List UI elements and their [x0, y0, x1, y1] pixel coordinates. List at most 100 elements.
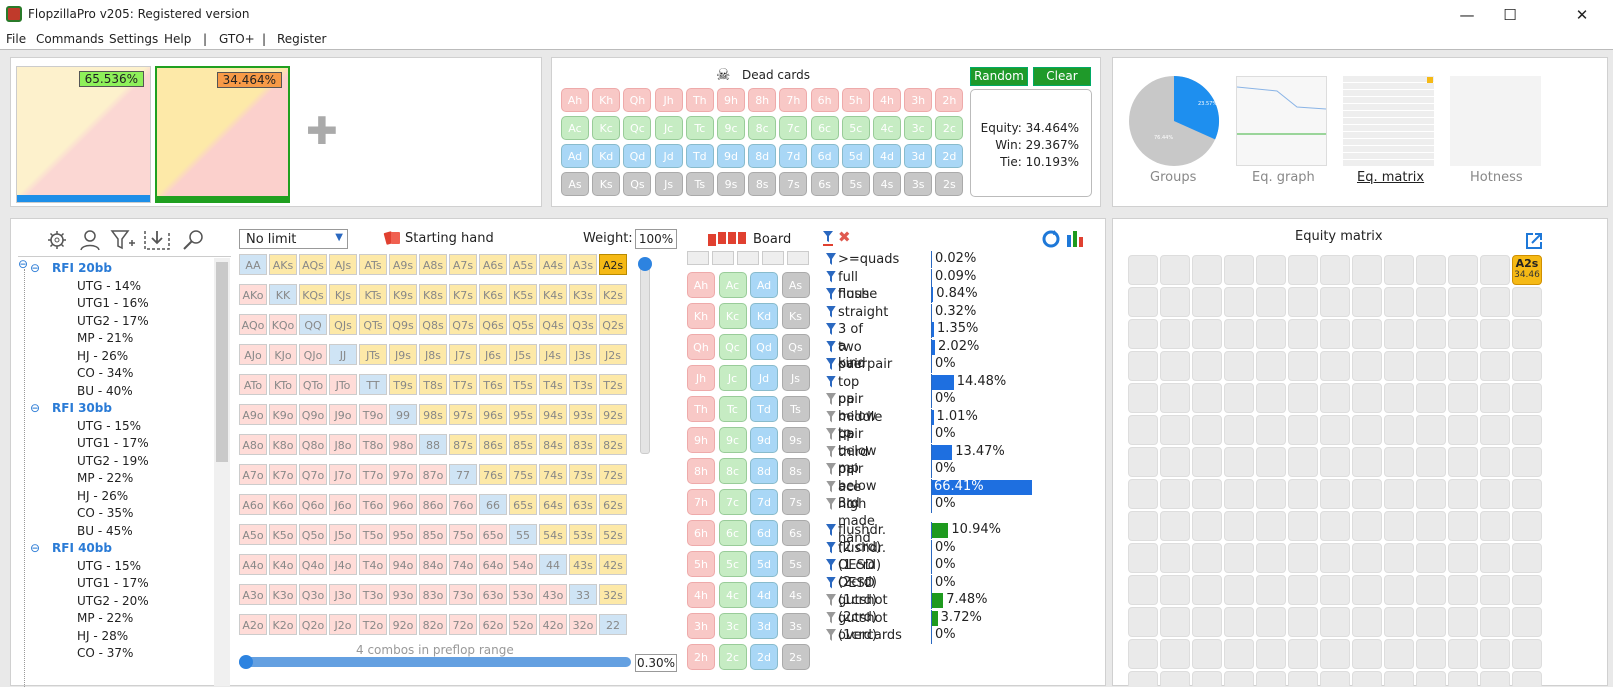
dead-card-7d[interactable]: 7d — [779, 144, 808, 168]
hand-cell-K9o[interactable]: K9o — [269, 404, 297, 425]
hand-cell-K5s[interactable]: K5s — [509, 284, 537, 305]
hand-cell-J7s[interactable]: J7s — [449, 344, 477, 365]
dead-card-9d[interactable]: 9d — [717, 144, 745, 168]
hand-cell-QJo[interactable]: QJo — [299, 344, 327, 365]
hand-cell-A5s[interactable]: A5s — [509, 254, 537, 275]
board-card-6c[interactable]: 6c — [718, 520, 747, 546]
dead-card-4d[interactable]: 4d — [873, 144, 901, 168]
board-card-Td[interactable]: Td — [750, 396, 778, 422]
dead-card-3h[interactable]: 3h — [904, 88, 933, 112]
maximize-button[interactable]: ☐ — [1503, 6, 1517, 24]
hand-cell-KTs[interactable]: KTs — [359, 284, 387, 305]
hand-cell-32s[interactable]: 32s — [599, 584, 627, 605]
dead-card-9s[interactable]: 9s — [717, 172, 745, 196]
hand-cell-J3o[interactable]: J3o — [329, 584, 357, 605]
dead-card-2d[interactable]: 2d — [935, 144, 964, 168]
hand-cell-82s[interactable]: 82s — [599, 434, 627, 455]
hand-cell-J4o[interactable]: J4o — [329, 554, 357, 575]
menu-gto[interactable]: GTO+ — [219, 32, 255, 46]
tree-item[interactable]: UTG - 15% — [77, 418, 142, 433]
filter-toggle-icon[interactable] — [826, 410, 836, 423]
filter-toggle-icon[interactable] — [826, 576, 836, 589]
hand-cell-A6o[interactable]: A6o — [239, 494, 267, 515]
tree-item[interactable]: MP - 22% — [77, 471, 134, 485]
board-card-As[interactable]: As — [781, 272, 810, 298]
range-thumbnail-1[interactable]: 65.536% — [16, 66, 151, 203]
dead-card-4h[interactable]: 4h — [873, 88, 901, 112]
hand-cell-98s[interactable]: 98s — [419, 404, 447, 425]
dead-card-Kh[interactable]: Kh — [592, 88, 621, 112]
hand-cell-J9s[interactable]: J9s — [389, 344, 417, 365]
dead-card-As[interactable]: As — [561, 172, 589, 196]
dead-card-Tc[interactable]: Tc — [685, 116, 714, 140]
hand-cell-93s[interactable]: 93s — [569, 404, 597, 425]
dead-card-8d[interactable]: 8d — [748, 144, 777, 168]
menu-commands[interactable]: Commands — [36, 32, 104, 46]
tree-scrollbar[interactable] — [214, 258, 230, 686]
hand-cell-Q8o[interactable]: Q8o — [299, 434, 327, 455]
hand-cell-73s[interactable]: 73s — [569, 464, 597, 485]
bar-chart-icon[interactable] — [1066, 229, 1086, 247]
weight-slider-thumb[interactable] — [638, 257, 652, 271]
filter-label[interactable]: full house — [838, 269, 878, 302]
filter-label[interactable]: gutshot (1crd) — [838, 610, 888, 643]
hand-cell-96s[interactable]: 96s — [479, 404, 507, 425]
filter-toggle-icon[interactable] — [826, 323, 836, 335]
filter-toggle-icon[interactable] — [826, 305, 836, 318]
hand-cell-98o[interactable]: 98o — [389, 434, 417, 455]
filter-label[interactable]: flush — [838, 287, 870, 302]
filter-toggle-icon[interactable] — [826, 393, 836, 405]
tree-item[interactable]: HJ - 26% — [77, 348, 129, 363]
dead-card-Ks[interactable]: Ks — [592, 172, 621, 196]
hand-cell-85o[interactable]: 85o — [419, 524, 447, 545]
board-card-8d[interactable]: 8d — [750, 458, 778, 484]
hand-cell-J4s[interactable]: J4s — [539, 344, 567, 365]
hand-cell-ATs[interactable]: ATs — [359, 254, 387, 275]
board-card-Jd[interactable]: Jd — [750, 365, 778, 391]
tree-item[interactable]: UTG - 14% — [77, 278, 142, 293]
board-card-5d[interactable]: 5d — [750, 551, 778, 577]
clear-filter-icon[interactable]: ✖ — [838, 228, 851, 246]
board-card-9c[interactable]: 9c — [718, 427, 747, 453]
dead-card-2s[interactable]: 2s — [935, 172, 964, 196]
board-card-Ks[interactable]: Ks — [781, 303, 810, 329]
hand-cell-T9s[interactable]: T9s — [389, 374, 417, 395]
range-thumbnail-2[interactable]: 34.464% — [155, 66, 290, 203]
tree-item[interactable]: UTG1 - 16% — [77, 296, 149, 310]
filter-label[interactable]: overpair — [838, 357, 893, 372]
filter-toggle-icon[interactable] — [826, 288, 836, 300]
tree-item[interactable]: BU - 40% — [77, 383, 133, 398]
board-card-4s[interactable]: 4s — [781, 582, 810, 608]
board-card-Qc[interactable]: Qc — [718, 334, 747, 360]
filter-label[interactable]: pp below tp — [838, 392, 877, 441]
filter-label[interactable]: middle pair — [838, 409, 883, 442]
hand-cell-T3o[interactable]: T3o — [359, 584, 387, 605]
hand-cell-K6o[interactable]: K6o — [269, 494, 297, 515]
board-card-5c[interactable]: 5c — [718, 551, 747, 577]
hand-cell-J6o[interactable]: J6o — [329, 494, 357, 515]
hand-cell-KK[interactable]: KK — [269, 284, 297, 305]
tree-item[interactable]: UTG1 - 17% — [77, 436, 149, 450]
hand-cell-33[interactable]: 33 — [569, 584, 597, 605]
filter-toggle-icon[interactable] — [826, 463, 836, 475]
board-card-Th[interactable]: Th — [687, 396, 715, 422]
dead-card-Jd[interactable]: Jd — [654, 144, 683, 168]
filter-toggle-icon[interactable] — [826, 611, 836, 624]
dead-card-Kd[interactable]: Kd — [592, 144, 621, 168]
board-card-6s[interactable]: 6s — [781, 520, 810, 546]
dead-card-9c[interactable]: 9c — [717, 116, 745, 140]
hand-cell-Q4s[interactable]: Q4s — [539, 314, 567, 335]
hotness-thumbnail[interactable] — [1450, 76, 1541, 166]
hand-cell-JTo[interactable]: JTo — [329, 374, 357, 395]
hand-cell-AQs[interactable]: AQs — [299, 254, 327, 275]
hand-cell-A8o[interactable]: A8o — [239, 434, 267, 455]
hand-cell-Q3o[interactable]: Q3o — [299, 584, 327, 605]
refresh-icon[interactable] — [1042, 230, 1060, 248]
hand-cell-53s[interactable]: 53s — [569, 524, 597, 545]
hand-cell-AJo[interactable]: AJo — [239, 344, 267, 365]
dead-card-5h[interactable]: 5h — [841, 88, 870, 112]
dead-card-Jh[interactable]: Jh — [654, 88, 683, 112]
filter-label[interactable]: OESD (2crd) — [838, 558, 877, 590]
tree-item[interactable]: CO - 37% — [77, 646, 134, 660]
filter-label[interactable]: top pair — [838, 374, 864, 407]
